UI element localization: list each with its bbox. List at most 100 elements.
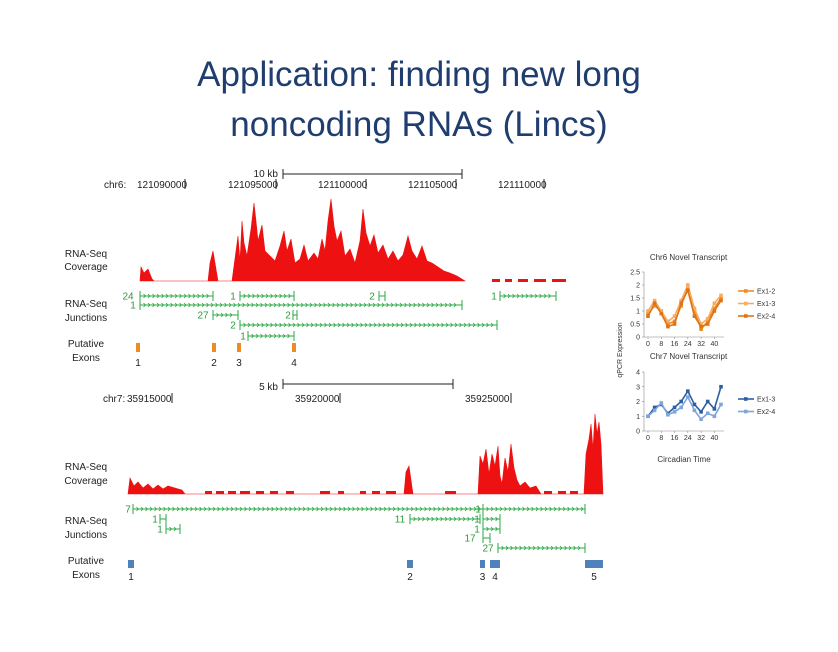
point <box>692 402 697 407</box>
chrom-label: chr6: <box>104 180 126 191</box>
position-label: 121100000 <box>318 180 368 191</box>
point <box>719 296 723 300</box>
series-line <box>647 395 722 421</box>
track-label: Coverage <box>64 262 108 273</box>
point <box>719 298 723 303</box>
junction-arrows <box>243 293 292 299</box>
coverage-dash <box>360 491 366 494</box>
point <box>699 417 703 421</box>
point <box>666 322 670 326</box>
exon <box>480 560 485 568</box>
position-label: 35925000 <box>465 394 510 405</box>
position-label: 35920000 <box>295 394 340 405</box>
legend-marker <box>744 289 748 293</box>
point <box>719 293 723 298</box>
track-label: RNA-Seq <box>65 516 107 527</box>
x-tick-label: 0 <box>646 341 650 348</box>
x-tick-label: 40 <box>710 435 718 442</box>
x-tick-label: 8 <box>659 341 663 348</box>
coverage <box>139 198 467 282</box>
coverage-dash <box>505 279 512 282</box>
junction-arrows <box>501 545 581 551</box>
coverage-dash <box>534 279 546 282</box>
junction-arrows <box>503 293 552 299</box>
exon-number: 4 <box>492 572 498 583</box>
coverage-dash <box>320 491 330 494</box>
point <box>705 319 710 324</box>
point <box>712 414 717 419</box>
point <box>659 309 664 313</box>
point <box>692 309 697 313</box>
junction-arrows <box>216 312 233 318</box>
x-tick-label: 40 <box>710 341 718 348</box>
point <box>646 414 650 419</box>
x-tick-label: 24 <box>684 435 692 442</box>
junction-arrows <box>136 506 482 512</box>
point <box>699 324 703 329</box>
coverage-dash <box>256 491 264 494</box>
junction-count: 2 <box>230 321 236 332</box>
y-tick-label: 3 <box>636 384 640 391</box>
point <box>679 298 683 303</box>
point <box>646 311 650 316</box>
junction-count: 11 <box>395 515 406 526</box>
legend-label: Ex1-2 <box>757 289 775 296</box>
title-line: noncoding RNAs (Lincs) <box>230 105 607 144</box>
point <box>672 405 677 410</box>
position-label: 121090000 <box>137 180 187 191</box>
coverage-dash <box>518 279 528 282</box>
junction-arrows <box>486 516 499 522</box>
y-tick-label: 2 <box>636 399 640 406</box>
y-tick-label: 0 <box>636 429 640 436</box>
chrom-label: chr7: <box>103 394 125 405</box>
junction-count: 1 <box>475 505 481 516</box>
point <box>672 322 677 326</box>
exon-number: 1 <box>135 358 141 369</box>
junction-arrows <box>486 526 499 532</box>
track-label: RNA-Seq <box>65 462 107 473</box>
exon <box>212 343 216 352</box>
point <box>692 408 697 413</box>
exon-number: 3 <box>480 572 486 583</box>
junction-count: 17 <box>464 534 476 545</box>
exon <box>407 560 413 568</box>
point <box>652 408 657 413</box>
coverage-dash <box>552 279 566 282</box>
point <box>699 410 703 414</box>
coverage-dash <box>386 491 396 494</box>
junction-count: 7 <box>125 505 131 516</box>
coverage-dash <box>492 279 500 282</box>
x-tick-label: 32 <box>697 435 705 442</box>
exon <box>292 343 296 352</box>
legend-label: Ex2-4 <box>757 409 775 416</box>
point <box>652 405 657 410</box>
point <box>692 314 697 318</box>
x-tick-label: 16 <box>671 341 679 348</box>
title-line: Application: finding new long <box>197 55 641 94</box>
point <box>679 399 683 404</box>
point <box>686 395 690 399</box>
legend-marker <box>744 397 748 401</box>
coverage-dash <box>338 491 344 494</box>
junction-count: 2 <box>369 292 375 303</box>
point <box>705 317 710 321</box>
scale-label: 10 kb <box>254 169 279 180</box>
point <box>666 319 670 324</box>
point <box>719 402 723 407</box>
junction-arrows <box>143 302 457 308</box>
legend-marker <box>744 314 748 318</box>
point <box>672 314 677 318</box>
junction-count: 1 <box>152 515 158 526</box>
junction-count: 24 <box>122 292 134 303</box>
point <box>712 309 717 313</box>
point <box>679 301 683 305</box>
x-axis-label: Circadian Time <box>657 455 711 464</box>
junction-count: 1 <box>474 525 480 536</box>
coverage-dash <box>558 491 566 494</box>
position-label: 121095000 <box>228 180 278 191</box>
exon-number: 5 <box>591 572 597 583</box>
junction-count: 1 <box>240 332 246 343</box>
point <box>705 411 710 416</box>
point <box>712 306 717 311</box>
